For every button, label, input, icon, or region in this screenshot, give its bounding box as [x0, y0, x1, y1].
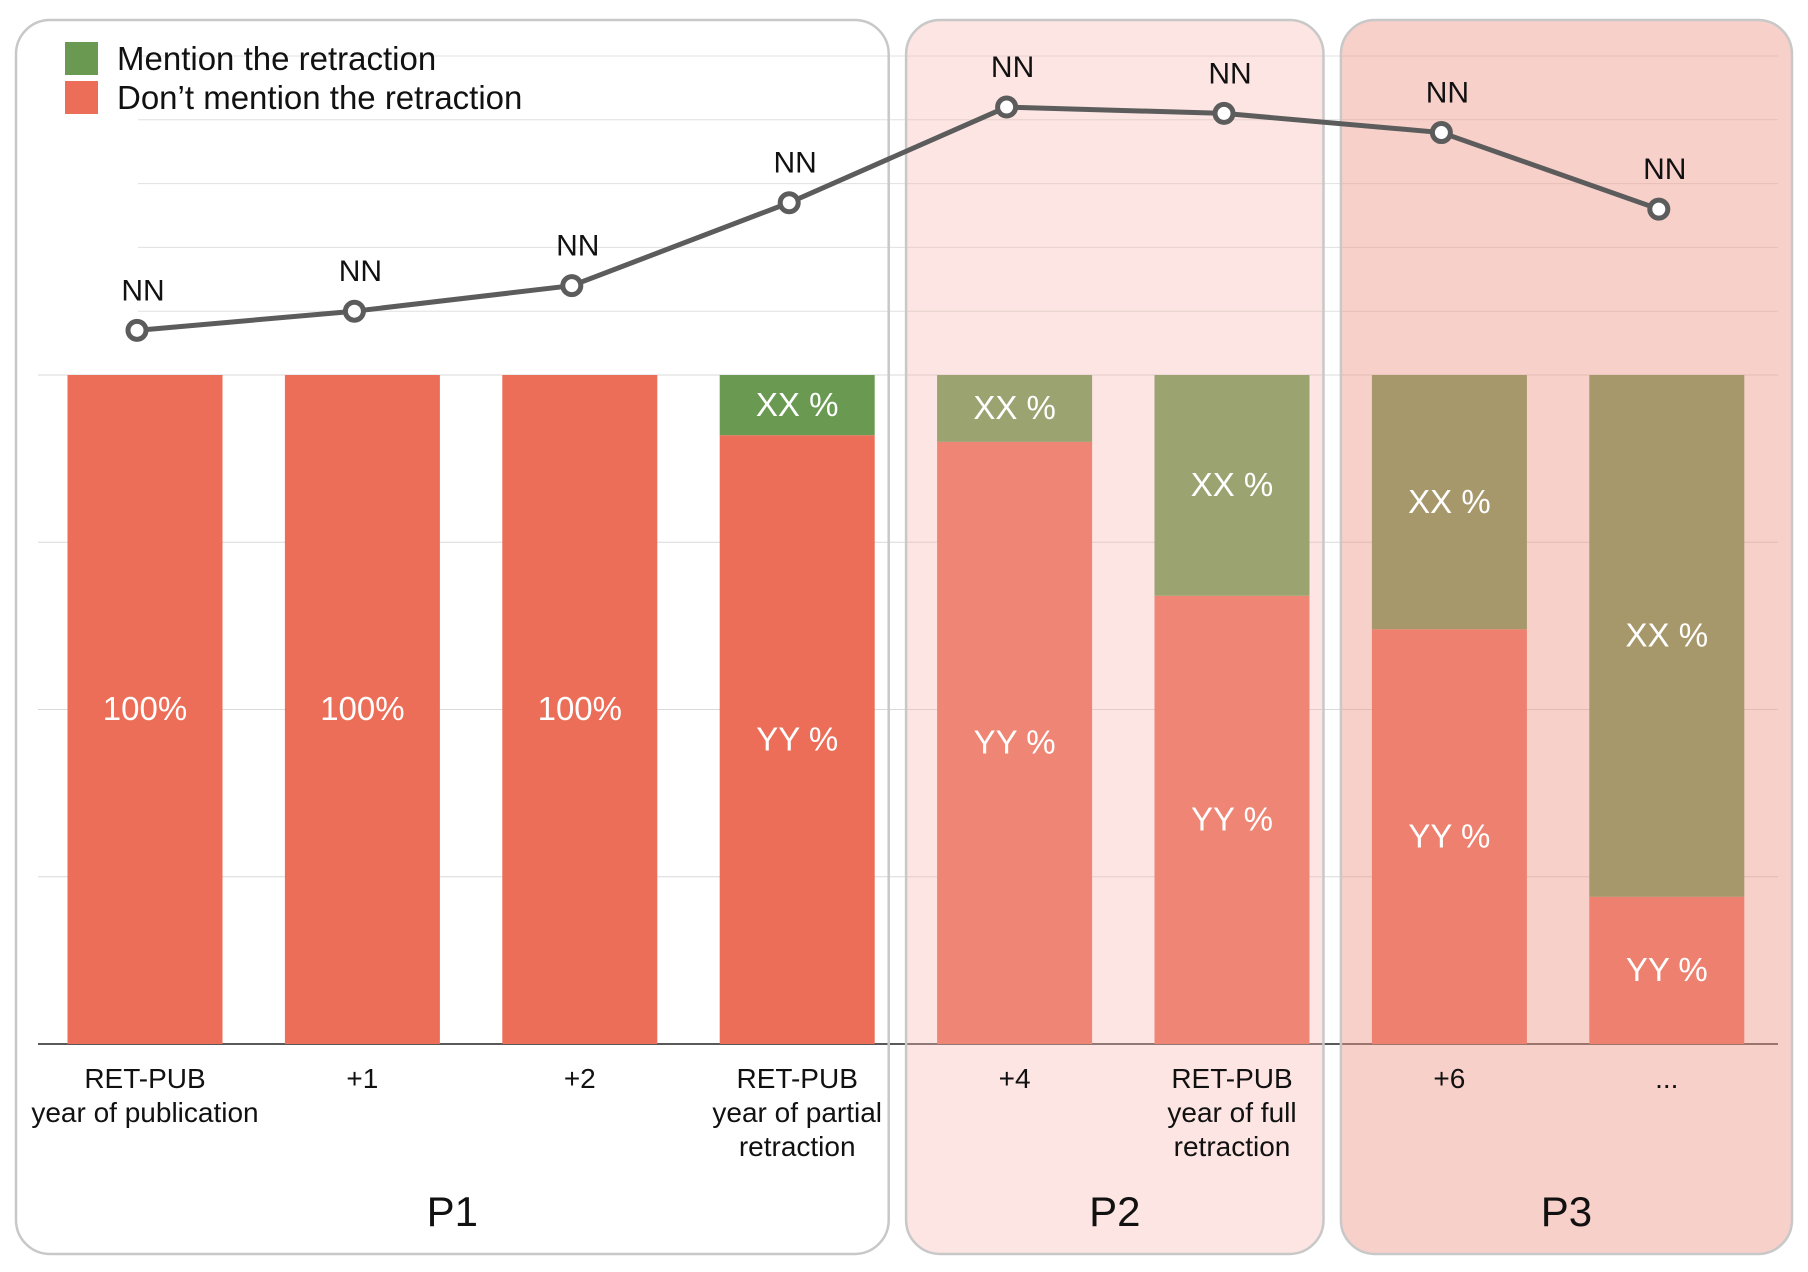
- bar-dont-mention: [1589, 896, 1745, 1044]
- bar-dont-mention: [284, 375, 440, 1044]
- bars: [67, 375, 1745, 1045]
- category-label: RET-PUB: [84, 1063, 205, 1094]
- count-label: NN: [991, 51, 1034, 84]
- dont-mention-pct-label: YY %: [1408, 817, 1490, 854]
- period-label: P2: [1089, 1188, 1140, 1235]
- dont-mention-pct-label: YY %: [1191, 801, 1273, 838]
- count-label: NN: [556, 230, 599, 263]
- count-point: [560, 274, 584, 298]
- category-label: retraction: [1174, 1131, 1291, 1162]
- bar-mention: [937, 375, 1093, 442]
- count-point: [125, 318, 149, 342]
- period-label: P1: [427, 1188, 478, 1235]
- bar-dont-mention: [1371, 629, 1527, 1044]
- category-label: RET-PUB: [737, 1063, 858, 1094]
- bar-mention: [719, 375, 875, 436]
- count-point: [1212, 101, 1236, 125]
- count-point: [1429, 121, 1453, 145]
- category-label: +2: [564, 1063, 596, 1094]
- labels: 100% 100% 100% XX % YY % XX % YY % XX % YY % XX %…: [31, 51, 1708, 1235]
- count-label: NN: [121, 274, 164, 307]
- mention-pct-label: XX %: [973, 389, 1056, 426]
- period-panel: [1339, 18, 1794, 1256]
- bar-mention: [1589, 375, 1745, 897]
- category-label: year of publication: [31, 1097, 258, 1128]
- count-label: NN: [774, 147, 817, 180]
- count-point: [1647, 197, 1671, 221]
- period-label: P3: [1541, 1188, 1592, 1235]
- count-label: NN: [1208, 57, 1251, 90]
- mention-pct-label: XX %: [1191, 466, 1274, 503]
- category-label: +4: [999, 1063, 1031, 1094]
- count-line-path: [136, 104, 1660, 333]
- category-label: year of full: [1167, 1097, 1296, 1128]
- period-panel: [14, 18, 890, 1256]
- count-point: [342, 299, 366, 323]
- period-panels: [14, 18, 1794, 1256]
- legend-swatch: [65, 81, 98, 114]
- bar-dont-mention: [502, 375, 658, 1044]
- dont-mention-pct-label: YY %: [756, 720, 838, 757]
- legend-label: Mention the retraction: [117, 40, 436, 77]
- bar-dont-mention: [1154, 595, 1310, 1044]
- count-point: [777, 191, 801, 215]
- dont-mention-pct-label: YY %: [974, 724, 1056, 761]
- dont-mention-pct-label: 100%: [538, 690, 622, 727]
- count-label: NN: [1426, 77, 1469, 110]
- category-label: +1: [346, 1063, 378, 1094]
- legend-swatch: [65, 42, 98, 75]
- bar-mention: [1154, 375, 1310, 596]
- bar-dont-mention: [719, 435, 875, 1045]
- legend-label: Don’t mention the retraction: [117, 79, 522, 116]
- count-point: [995, 95, 1019, 119]
- category-label: retraction: [739, 1131, 856, 1162]
- bar-dont-mention: [937, 441, 1093, 1044]
- count-line: [125, 95, 1671, 342]
- category-label: year of partial: [712, 1097, 882, 1128]
- bar-dont-mention: [67, 375, 223, 1044]
- bar-mention: [1371, 375, 1527, 630]
- category-label: RET-PUB: [1171, 1063, 1292, 1094]
- dont-mention-pct-label: YY %: [1626, 951, 1708, 988]
- period-panel: [904, 18, 1325, 1256]
- mention-pct-label: XX %: [1626, 617, 1709, 654]
- count-label: NN: [339, 255, 382, 288]
- count-label: NN: [1643, 153, 1686, 186]
- mention-pct-label: XX %: [756, 386, 839, 423]
- category-label: +6: [1433, 1063, 1465, 1094]
- dont-mention-pct-label: 100%: [320, 690, 404, 727]
- mention-pct-label: XX %: [1408, 483, 1491, 520]
- category-label: ...: [1655, 1063, 1678, 1094]
- dont-mention-pct-label: 100%: [103, 690, 187, 727]
